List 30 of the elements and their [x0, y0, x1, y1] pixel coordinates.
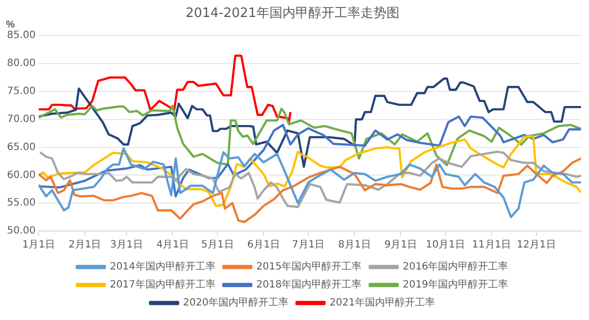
- legend-label: 2020年国内甲醇开工率: [183, 296, 289, 309]
- legend-label: 2017年国内甲醇开工率: [110, 278, 216, 291]
- x-tick-label: 4月1日: [156, 240, 190, 251]
- x-tick-label: 6月1日: [247, 240, 280, 251]
- y-tick-label: 80.00: [6, 58, 36, 70]
- x-tick-label: 10月1日: [426, 240, 465, 251]
- x-tick-label: 2月1日: [68, 240, 102, 251]
- legend-label: 2016年国内甲醇开工率: [402, 260, 508, 273]
- legend-label: 2018年国内甲醇开工率: [256, 278, 362, 291]
- x-tick-label: 9月1日: [384, 240, 418, 251]
- y-tick-label: 60.00: [6, 170, 36, 181]
- chart-title: 2014-2021年国内甲醇开工率走势图: [186, 5, 400, 22]
- y-tick-label: 75.00: [6, 86, 36, 98]
- x-tick-label: 7月1日: [292, 240, 325, 251]
- y-tick-label: 85.00: [6, 30, 36, 42]
- x-tick-label: 8月1日: [338, 240, 371, 251]
- legend-label: 2014年国内甲醇开工率: [110, 260, 216, 273]
- x-tick-label: 3月1日: [110, 240, 143, 251]
- y-tick-label: 50.00: [6, 226, 36, 237]
- x-tick-label: 5月1日: [201, 240, 234, 251]
- y-tick-label: 65.00: [6, 142, 36, 153]
- legend-label: 2015年国内甲醇开工率: [256, 260, 362, 273]
- y-tick-label: 55.00: [6, 198, 36, 209]
- legend-label: 2019年国内甲醇开工率: [402, 278, 508, 291]
- legend-label: 2021年国内甲醇开工率: [330, 296, 435, 309]
- y-tick-label: 70.00: [6, 114, 36, 125]
- x-tick-label: 12月1日: [516, 240, 556, 251]
- y-axis-title: %: [6, 19, 15, 30]
- x-tick-label: 11月1日: [472, 240, 512, 251]
- x-tick-label: 1月1日: [22, 240, 55, 251]
